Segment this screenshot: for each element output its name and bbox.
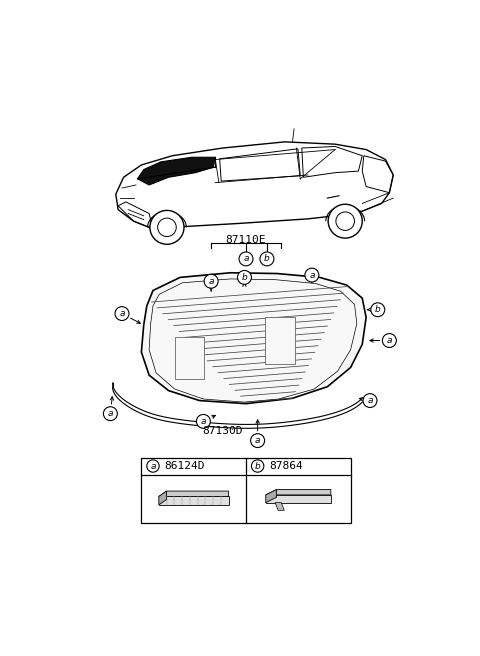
Polygon shape — [159, 497, 228, 505]
Polygon shape — [159, 491, 228, 497]
Polygon shape — [266, 489, 276, 502]
Circle shape — [336, 212, 355, 230]
Text: a: a — [208, 277, 214, 286]
Polygon shape — [266, 489, 331, 495]
Bar — [175, 337, 204, 379]
Polygon shape — [142, 273, 366, 403]
Polygon shape — [275, 502, 284, 510]
Circle shape — [115, 306, 129, 321]
Text: b: b — [375, 305, 381, 314]
Text: a: a — [119, 309, 125, 318]
Text: b: b — [264, 255, 270, 264]
Polygon shape — [266, 495, 331, 502]
Circle shape — [147, 460, 159, 472]
Circle shape — [150, 211, 184, 244]
Circle shape — [196, 415, 210, 428]
Text: a: a — [367, 396, 373, 405]
Bar — [142, 458, 350, 523]
Circle shape — [252, 460, 264, 472]
Circle shape — [328, 204, 362, 238]
Circle shape — [103, 407, 117, 420]
Circle shape — [239, 252, 253, 266]
Text: a: a — [108, 409, 113, 418]
Text: a: a — [386, 336, 392, 345]
Text: 86124D: 86124D — [165, 461, 205, 471]
Text: b: b — [255, 462, 261, 470]
Text: 87110E: 87110E — [226, 236, 266, 245]
Circle shape — [383, 334, 396, 348]
Text: a: a — [309, 270, 314, 279]
Text: a: a — [150, 462, 156, 470]
Text: a: a — [255, 436, 260, 445]
Circle shape — [157, 218, 176, 237]
Circle shape — [238, 270, 252, 284]
Polygon shape — [159, 491, 167, 505]
Circle shape — [204, 274, 218, 288]
Circle shape — [363, 394, 377, 407]
Text: a: a — [243, 255, 249, 264]
Text: 87864: 87864 — [269, 461, 303, 471]
Bar — [265, 318, 295, 363]
Text: a: a — [201, 417, 206, 426]
Circle shape — [251, 434, 264, 447]
Text: 87130D: 87130D — [203, 426, 243, 436]
Text: b: b — [241, 273, 247, 282]
Polygon shape — [137, 157, 215, 185]
Circle shape — [260, 252, 274, 266]
Circle shape — [371, 303, 385, 317]
Circle shape — [305, 268, 319, 282]
